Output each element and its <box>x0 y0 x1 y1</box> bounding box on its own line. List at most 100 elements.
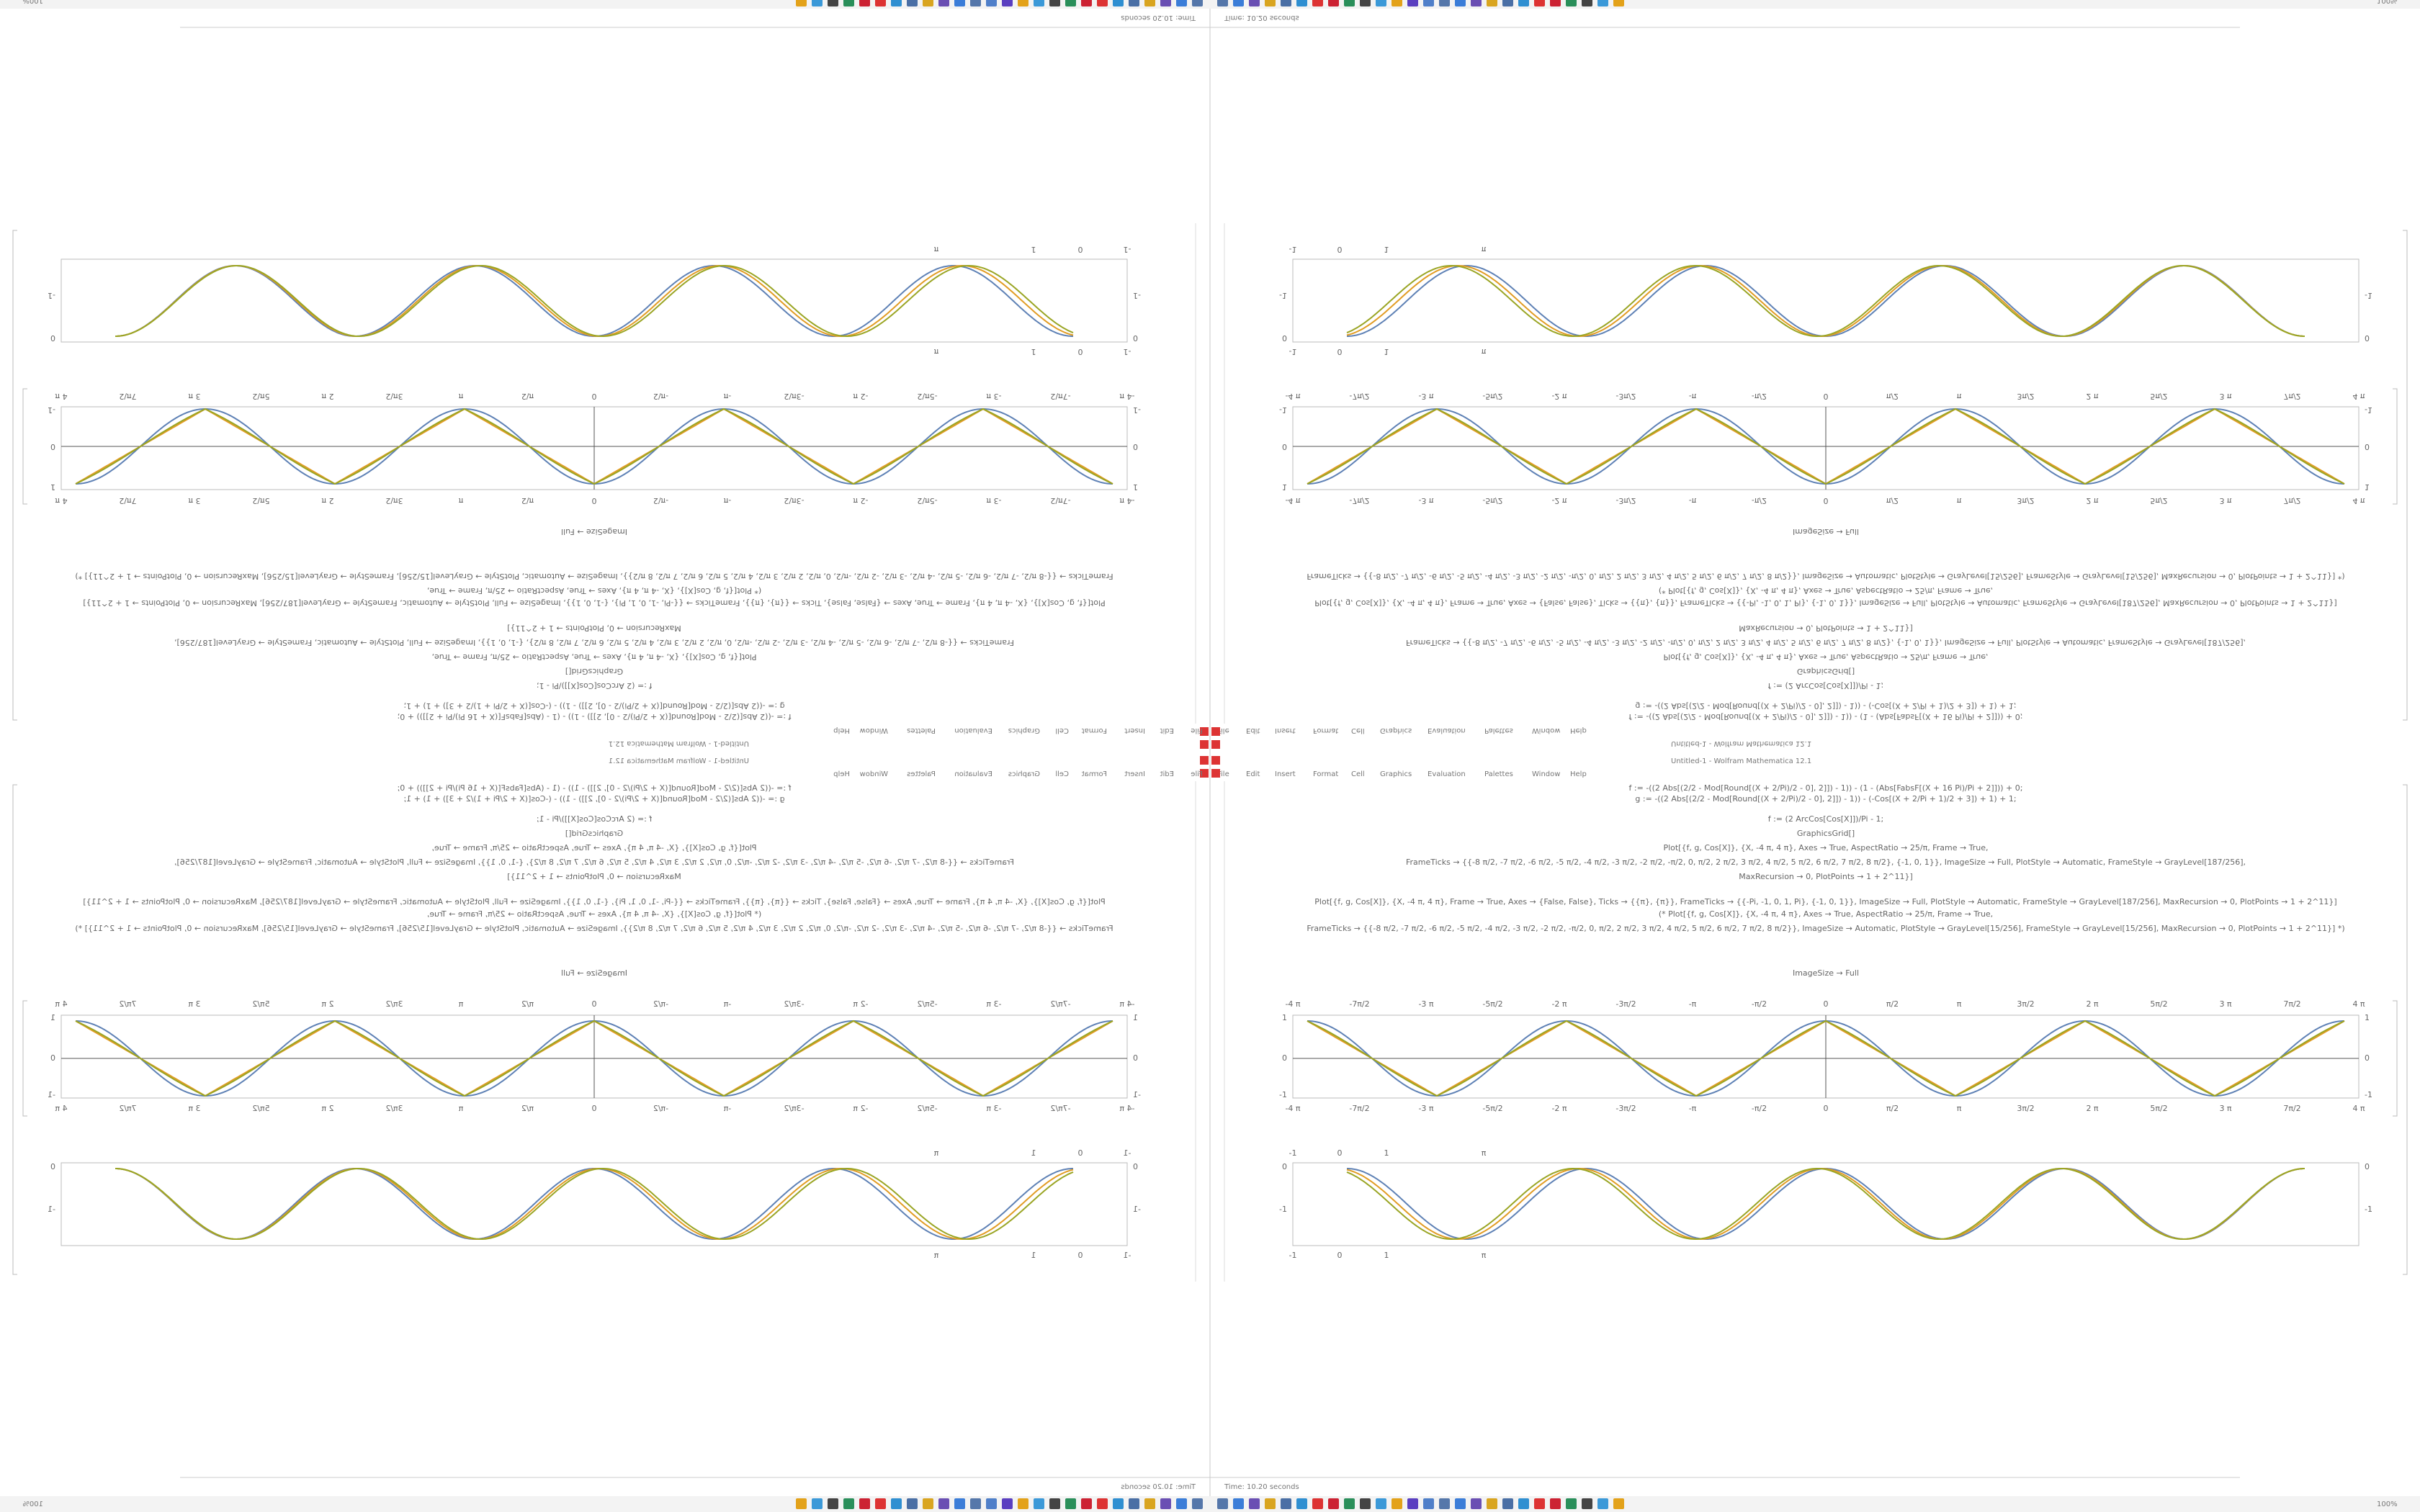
taskbar-icon[interactable] <box>1502 1498 1513 1509</box>
taskbar-icon[interactable] <box>843 1498 854 1509</box>
close-button[interactable] <box>1211 727 1220 736</box>
taskbar-icon[interactable] <box>970 0 981 6</box>
menu-item[interactable]: Format <box>1082 726 1107 734</box>
taskbar-icon[interactable] <box>1265 1498 1276 1509</box>
taskbar-icon[interactable] <box>1344 1498 1355 1509</box>
taskbar-icon[interactable] <box>1097 0 1108 6</box>
taskbar-icon[interactable] <box>1582 1498 1592 1509</box>
menu-item[interactable]: Help <box>833 726 850 734</box>
taskbar-icon[interactable] <box>875 1498 886 1509</box>
taskbar-icon[interactable] <box>796 0 807 6</box>
menu-item[interactable]: Format <box>1313 726 1338 734</box>
taskbar-icon[interactable] <box>938 1498 949 1509</box>
taskbar-icon[interactable] <box>1176 1498 1187 1509</box>
taskbar-icon[interactable] <box>1423 0 1434 6</box>
menu-item[interactable]: File <box>1191 726 1203 734</box>
taskbar-icon[interactable] <box>1265 0 1276 6</box>
menu-item[interactable]: File <box>1217 726 1229 734</box>
taskbar-icon[interactable] <box>1344 0 1355 6</box>
close-button[interactable] <box>1200 727 1209 736</box>
taskbar-icon[interactable] <box>1407 0 1418 6</box>
taskbar-icon[interactable] <box>1518 0 1529 6</box>
taskbar-icon[interactable] <box>1281 0 1291 6</box>
taskbar-icon[interactable] <box>1233 0 1244 6</box>
menu-item[interactable]: Palettes <box>1484 770 1513 778</box>
taskbar-icon[interactable] <box>1097 1498 1108 1509</box>
taskbar-icon[interactable] <box>954 1498 965 1509</box>
close-button[interactable] <box>1200 769 1209 778</box>
menu-item[interactable]: Graphics <box>1380 770 1412 778</box>
menu-item[interactable]: Window <box>1532 726 1560 734</box>
taskbar-icon[interactable] <box>843 0 854 6</box>
taskbar-icon[interactable] <box>1518 1498 1529 1509</box>
menu-item[interactable]: Insert <box>1275 726 1296 734</box>
taskbar-icon[interactable] <box>1176 0 1187 6</box>
menu-item[interactable]: Cell <box>1351 726 1365 734</box>
menu-item[interactable]: Evaluation <box>954 770 992 778</box>
menu-item[interactable]: Edit <box>1246 770 1260 778</box>
taskbar-icon[interactable] <box>1534 1498 1545 1509</box>
taskbar-icon[interactable] <box>859 0 870 6</box>
taskbar-icon[interactable] <box>1360 1498 1371 1509</box>
taskbar-icon[interactable] <box>1144 0 1155 6</box>
taskbar-icon[interactable] <box>1160 1498 1171 1509</box>
taskbar-icon[interactable] <box>1455 0 1466 6</box>
taskbar-icon[interactable] <box>828 1498 838 1509</box>
taskbar-icon[interactable] <box>1328 1498 1339 1509</box>
taskbar-icon[interactable] <box>1281 1498 1291 1509</box>
taskbar-icon[interactable] <box>1566 1498 1577 1509</box>
menu-item[interactable]: Window <box>1532 770 1560 778</box>
taskbar-icon[interactable] <box>1597 1498 1608 1509</box>
menu-item[interactable]: Help <box>833 770 850 778</box>
taskbar-icon[interactable] <box>1312 1498 1323 1509</box>
menu-item[interactable]: Graphics <box>1380 726 1412 734</box>
menu-item[interactable]: Format <box>1082 770 1107 778</box>
menu-item[interactable]: Graphics <box>1008 726 1040 734</box>
taskbar-icon[interactable] <box>1471 0 1482 6</box>
taskbar-icon[interactable] <box>1550 1498 1561 1509</box>
taskbar-icon[interactable] <box>938 0 949 6</box>
menu-item[interactable]: Cell <box>1351 770 1365 778</box>
taskbar-icon[interactable] <box>1439 0 1450 6</box>
taskbar-icon[interactable] <box>1455 1498 1466 1509</box>
taskbar-icon[interactable] <box>1018 1498 1028 1509</box>
taskbar-icon[interactable] <box>1392 0 1402 6</box>
close-button[interactable] <box>1200 756 1209 765</box>
menu-item[interactable]: Palettes <box>1484 726 1513 734</box>
taskbar-icon[interactable] <box>1034 0 1044 6</box>
menu-item[interactable]: Evaluation <box>1428 726 1466 734</box>
taskbar-icon[interactable] <box>812 0 823 6</box>
taskbar-icon[interactable] <box>1065 0 1076 6</box>
taskbar-icon[interactable] <box>1049 1498 1060 1509</box>
taskbar-icon[interactable] <box>812 1498 823 1509</box>
taskbar-icon[interactable] <box>1113 1498 1124 1509</box>
taskbar-icon[interactable] <box>1081 0 1092 6</box>
taskbar-icon[interactable] <box>828 0 838 6</box>
taskbar-icon[interactable] <box>1312 0 1323 6</box>
taskbar-icon[interactable] <box>1129 1498 1139 1509</box>
menu-item[interactable]: Insert <box>1275 770 1296 778</box>
menu-item[interactable]: Insert <box>1124 770 1145 778</box>
close-button[interactable] <box>1211 769 1220 778</box>
menu-item[interactable]: Edit <box>1246 726 1260 734</box>
menu-item[interactable]: Evaluation <box>1428 770 1466 778</box>
taskbar-icon[interactable] <box>1233 1498 1244 1509</box>
taskbar-icon[interactable] <box>954 0 965 6</box>
menu-item[interactable]: File <box>1191 770 1203 778</box>
menu-item[interactable]: Palettes <box>907 726 936 734</box>
taskbar-icon[interactable] <box>1081 1498 1092 1509</box>
taskbar-icon[interactable] <box>1566 0 1577 6</box>
taskbar-icon[interactable] <box>1487 1498 1497 1509</box>
taskbar-icon[interactable] <box>1613 1498 1624 1509</box>
menu-item[interactable]: Edit <box>1160 770 1174 778</box>
taskbar-icon[interactable] <box>1550 0 1561 6</box>
menu-item[interactable]: Palettes <box>907 770 936 778</box>
taskbar-icon[interactable] <box>1034 1498 1044 1509</box>
taskbar-icon[interactable] <box>1249 0 1260 6</box>
close-button[interactable] <box>1200 740 1209 749</box>
taskbar-icon[interactable] <box>1002 1498 1013 1509</box>
taskbar-icon[interactable] <box>1065 1498 1076 1509</box>
taskbar-icon[interactable] <box>1328 0 1339 6</box>
close-button[interactable] <box>1211 740 1220 749</box>
taskbar-icon[interactable] <box>1113 0 1124 6</box>
